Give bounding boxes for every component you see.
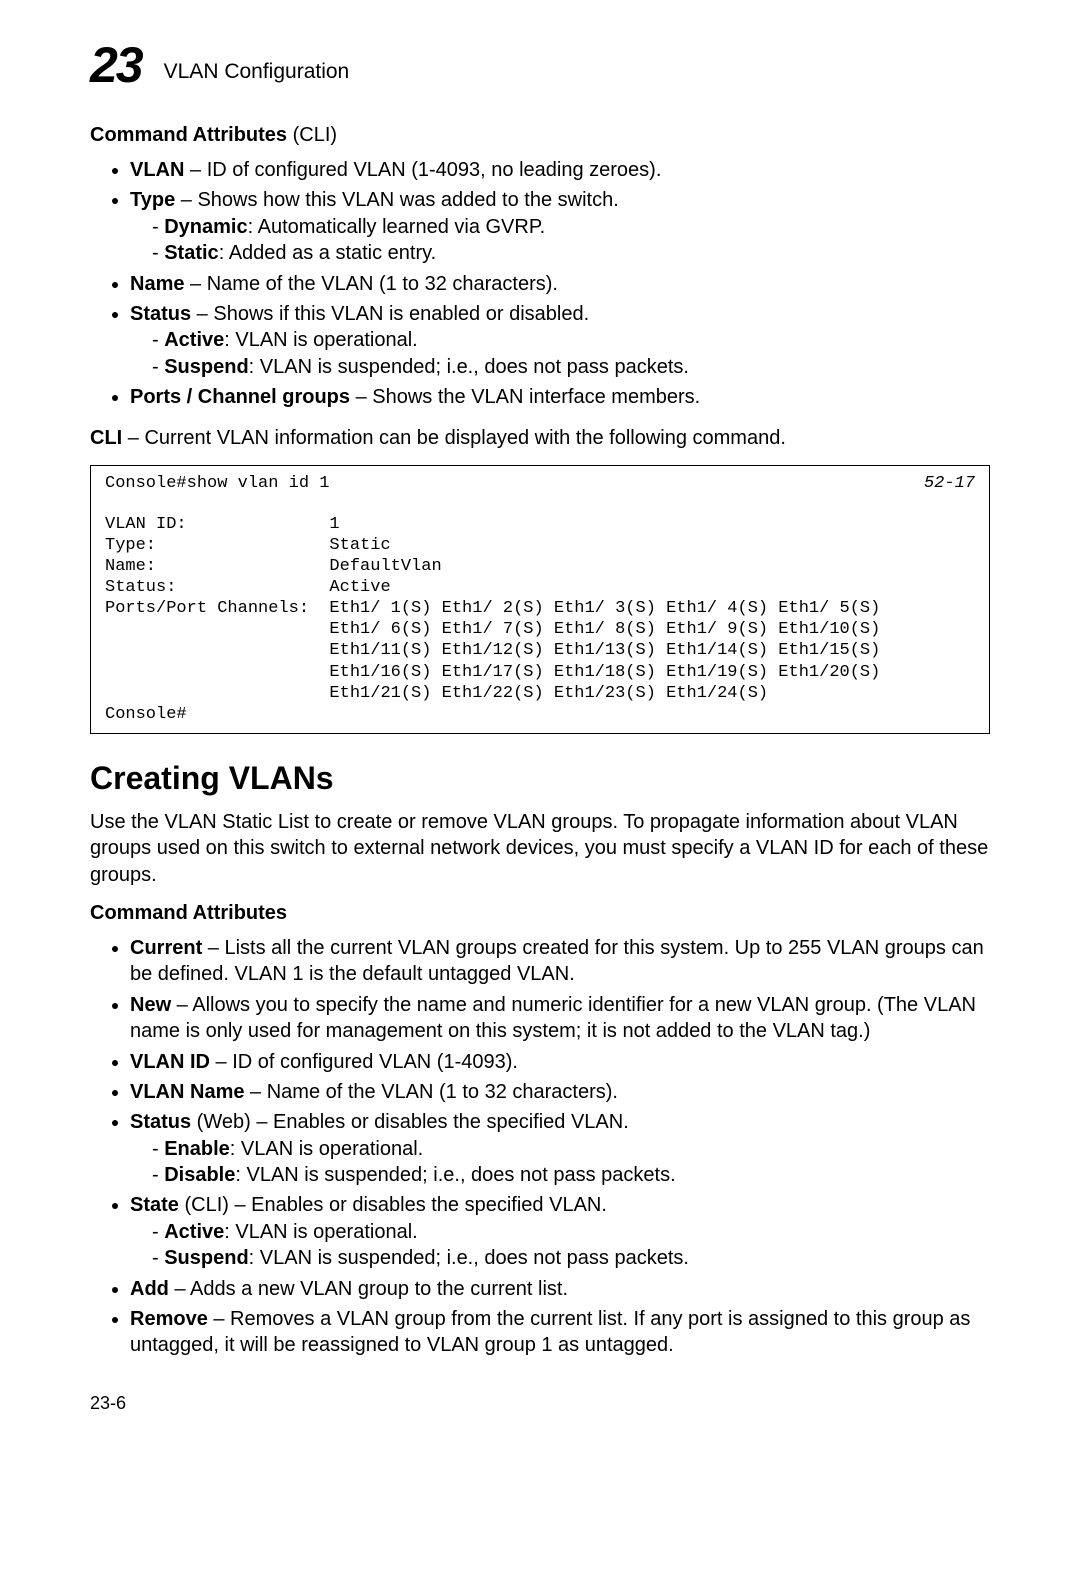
- cli-page-ref: 52-17: [924, 474, 975, 493]
- chapter-title: VLAN Configuration: [164, 60, 350, 84]
- cli-output: VLAN ID: 1 Type: Static Name: DefaultVla…: [105, 493, 975, 725]
- cli-command-row: Console#show vlan id 1 52-17: [105, 474, 975, 493]
- section-heading-cli-attrs: Command Attributes (CLI): [90, 124, 990, 147]
- list-item: Name – Name of the VLAN (1 to 32 charact…: [130, 271, 990, 297]
- section-heading-plain: (CLI): [287, 124, 337, 146]
- cli-intro: CLI – Current VLAN information can be di…: [90, 425, 990, 451]
- intro-paragraph: Use the VLAN Static List to create or re…: [90, 809, 990, 888]
- list-item: New – Allows you to specify the name and…: [130, 992, 990, 1045]
- section-heading-attrs-2: Command Attributes: [90, 902, 990, 925]
- list-item: Status – Shows if this VLAN is enabled o…: [130, 301, 990, 380]
- heading-creating-vlans: Creating VLANs: [90, 760, 990, 797]
- list-item: Ports / Channel groups – Shows the VLAN …: [130, 384, 990, 410]
- list-item: VLAN ID – ID of configured VLAN (1-4093)…: [130, 1049, 990, 1075]
- list-item: Type – Shows how this VLAN was added to …: [130, 187, 990, 266]
- cli-output-box: Console#show vlan id 1 52-17 VLAN ID: 1 …: [90, 465, 990, 734]
- page-header: 23 VLAN Configuration: [90, 40, 990, 90]
- list-item: State (CLI) – Enables or disables the sp…: [130, 1192, 990, 1271]
- page-number: 23-6: [90, 1393, 990, 1414]
- list-item: Remove – Removes a VLAN group from the c…: [130, 1306, 990, 1359]
- chapter-number: 23: [90, 40, 142, 90]
- list-item: Add – Adds a new VLAN group to the curre…: [130, 1276, 990, 1302]
- list-item: VLAN – ID of configured VLAN (1-4093, no…: [130, 157, 990, 183]
- attributes-list-2: Current – Lists all the current VLAN gro…: [90, 935, 990, 1359]
- list-item: Status (Web) – Enables or disables the s…: [130, 1109, 990, 1188]
- list-item: Current – Lists all the current VLAN gro…: [130, 935, 990, 988]
- attributes-list-1: VLAN – ID of configured VLAN (1-4093, no…: [90, 157, 990, 411]
- cli-command: Console#show vlan id 1: [105, 474, 329, 493]
- list-item: VLAN Name – Name of the VLAN (1 to 32 ch…: [130, 1079, 990, 1105]
- section-heading-bold: Command Attributes: [90, 124, 287, 146]
